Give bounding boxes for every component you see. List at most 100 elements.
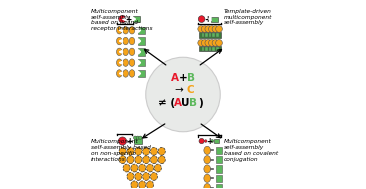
Circle shape xyxy=(205,40,212,46)
Circle shape xyxy=(118,137,127,145)
Ellipse shape xyxy=(116,70,122,77)
Circle shape xyxy=(205,26,212,32)
Polygon shape xyxy=(138,50,141,54)
Polygon shape xyxy=(138,28,141,33)
Circle shape xyxy=(205,140,207,142)
Polygon shape xyxy=(119,29,123,32)
Text: +: + xyxy=(179,73,187,83)
Ellipse shape xyxy=(154,164,161,172)
Bar xyxy=(202,33,204,37)
Polygon shape xyxy=(123,17,127,21)
Circle shape xyxy=(209,40,215,46)
Polygon shape xyxy=(138,60,141,65)
Circle shape xyxy=(198,16,205,22)
Ellipse shape xyxy=(116,59,122,66)
Bar xyxy=(199,46,221,51)
Text: A: A xyxy=(171,73,179,83)
Bar xyxy=(134,138,142,144)
Bar xyxy=(138,48,145,56)
Ellipse shape xyxy=(123,59,128,66)
Text: A: A xyxy=(174,98,182,108)
Bar xyxy=(209,47,212,51)
Ellipse shape xyxy=(119,156,126,164)
Ellipse shape xyxy=(119,147,126,155)
Ellipse shape xyxy=(127,173,134,180)
Circle shape xyxy=(198,26,205,32)
Circle shape xyxy=(216,26,223,32)
Circle shape xyxy=(136,136,139,139)
Ellipse shape xyxy=(116,37,122,45)
Ellipse shape xyxy=(146,164,154,172)
Ellipse shape xyxy=(129,59,135,66)
Bar xyxy=(216,184,222,189)
Ellipse shape xyxy=(129,26,135,34)
Text: +: + xyxy=(204,15,210,24)
Ellipse shape xyxy=(129,70,135,77)
Ellipse shape xyxy=(204,156,210,164)
Circle shape xyxy=(146,57,220,132)
Bar xyxy=(133,16,140,22)
Ellipse shape xyxy=(143,156,150,164)
Text: C: C xyxy=(187,85,194,95)
Text: Template-driven
multicomponent
self-assembly: Template-driven multicomponent self-asse… xyxy=(224,9,272,26)
Ellipse shape xyxy=(150,147,157,155)
Ellipse shape xyxy=(135,147,142,155)
Bar xyxy=(138,70,145,77)
Circle shape xyxy=(211,139,214,143)
Text: B: B xyxy=(187,73,195,83)
Ellipse shape xyxy=(139,181,146,189)
Circle shape xyxy=(199,139,204,144)
Ellipse shape xyxy=(129,37,135,45)
Polygon shape xyxy=(138,39,141,43)
Ellipse shape xyxy=(123,26,128,34)
Ellipse shape xyxy=(150,156,157,164)
Ellipse shape xyxy=(131,181,138,189)
Bar xyxy=(216,175,222,182)
Bar xyxy=(205,33,208,37)
Polygon shape xyxy=(119,61,123,64)
Text: +: + xyxy=(126,137,133,146)
Circle shape xyxy=(212,26,219,32)
Ellipse shape xyxy=(127,147,134,155)
Text: Multicomponent
self-assembly
based on ligand-
receptor interactions: Multicomponent self-assembly based on li… xyxy=(91,9,152,31)
Ellipse shape xyxy=(116,26,122,34)
Bar xyxy=(211,17,218,22)
Ellipse shape xyxy=(139,164,146,172)
Bar xyxy=(205,47,208,51)
Bar xyxy=(216,47,219,51)
Circle shape xyxy=(119,15,126,23)
Ellipse shape xyxy=(204,165,210,173)
Polygon shape xyxy=(119,72,123,75)
Ellipse shape xyxy=(135,173,142,180)
Bar xyxy=(209,33,212,37)
Bar xyxy=(138,26,145,34)
Text: ): ) xyxy=(198,98,203,108)
Circle shape xyxy=(201,26,208,32)
Bar xyxy=(202,47,204,51)
Circle shape xyxy=(134,136,137,139)
Circle shape xyxy=(201,40,208,46)
Bar xyxy=(216,33,219,37)
Ellipse shape xyxy=(135,156,142,164)
Bar xyxy=(199,32,221,37)
Bar xyxy=(138,59,145,66)
Polygon shape xyxy=(138,71,141,76)
Text: Multicomponent
self-assembly
based on covalent
conjugation: Multicomponent self-assembly based on co… xyxy=(224,139,278,162)
Polygon shape xyxy=(209,17,211,21)
Ellipse shape xyxy=(204,184,210,189)
Circle shape xyxy=(198,40,205,46)
Ellipse shape xyxy=(143,147,150,155)
Ellipse shape xyxy=(116,48,122,56)
Ellipse shape xyxy=(158,147,165,155)
Text: U: U xyxy=(180,98,189,108)
Ellipse shape xyxy=(131,164,138,172)
Text: ≠ (: ≠ ( xyxy=(158,98,175,108)
Circle shape xyxy=(209,26,215,32)
Circle shape xyxy=(139,136,142,139)
Text: B: B xyxy=(189,98,197,108)
Circle shape xyxy=(212,40,219,46)
Text: +: + xyxy=(206,137,212,146)
Polygon shape xyxy=(133,17,135,21)
Ellipse shape xyxy=(204,174,210,182)
Bar xyxy=(216,156,222,163)
